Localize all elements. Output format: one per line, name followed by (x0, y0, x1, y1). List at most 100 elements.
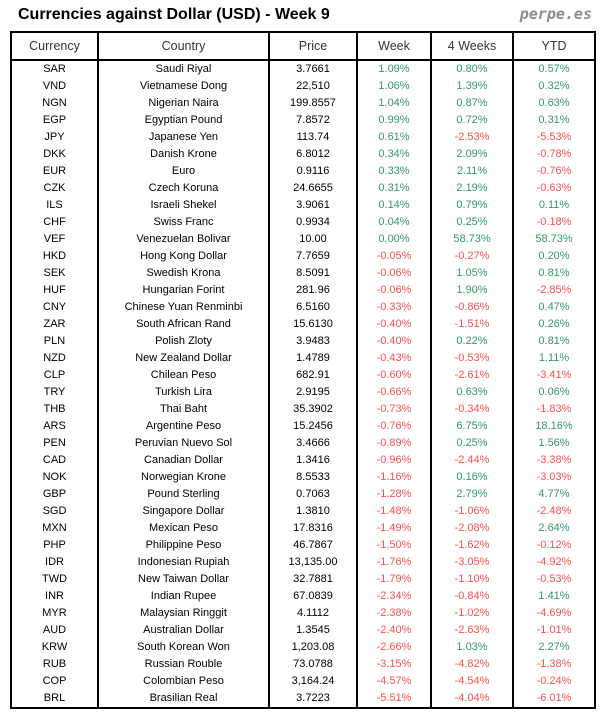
table-row: SEK Swedish Krona 8.5091 -0.06% 1.05% 0.… (10, 265, 596, 282)
cell-week: -0.66% (356, 384, 432, 401)
cell-four-weeks: 1.90% (430, 282, 514, 299)
cell-ytd: -0.76% (512, 163, 596, 180)
cell-week: 0.61% (356, 129, 432, 146)
column-header-price: Price (268, 32, 358, 61)
cell-country: Indian Rupee (97, 588, 270, 605)
cell-country: Brasilian Real (97, 690, 270, 708)
cell-ytd: 0.06% (512, 384, 596, 401)
table-row: IDR Indonesian Rupiah 13,135.00 -1.76% -… (10, 554, 596, 571)
cell-country: Malaysian Ringgit (97, 605, 270, 622)
table-row: PHP Philippine Peso 46.7867 -1.50% -1.62… (10, 537, 596, 554)
cell-ytd: 58.73% (512, 231, 596, 248)
cell-four-weeks: -4.04% (430, 690, 514, 708)
cell-week: -1.16% (356, 469, 432, 486)
table-row: AUD Australian Dollar 1.3545 -2.40% -2.6… (10, 622, 596, 639)
cell-four-weeks: 0.22% (430, 333, 514, 350)
cell-code: THB (10, 401, 99, 418)
cell-four-weeks: -4.82% (430, 656, 514, 673)
cell-code: COP (10, 673, 99, 690)
table-row: SAR Saudi Riyal 3.7661 1.09% 0.80% 0.57% (10, 60, 596, 78)
cell-code: GBP (10, 486, 99, 503)
table-row: CNY Chinese Yuan Renminbi 6.5160 -0.33% … (10, 299, 596, 316)
cell-price: 0.7063 (268, 486, 358, 503)
cell-week: -3.15% (356, 656, 432, 673)
cell-week: -4.57% (356, 673, 432, 690)
table-row: TRY Turkish Lira 2.9195 -0.66% 0.63% 0.0… (10, 384, 596, 401)
cell-week: -0.96% (356, 452, 432, 469)
cell-week: 0.00% (356, 231, 432, 248)
table-row: PLN Polish Zloty 3.9483 -0.40% 0.22% 0.8… (10, 333, 596, 350)
cell-week: -1.49% (356, 520, 432, 537)
table-row: CAD Canadian Dollar 1.3416 -0.96% -2.44%… (10, 452, 596, 469)
cell-price: 7.8572 (268, 112, 358, 129)
cell-week: 1.04% (356, 95, 432, 112)
cell-country: Hungarian Forint (97, 282, 270, 299)
cell-four-weeks: -2.63% (430, 622, 514, 639)
cell-code: TRY (10, 384, 99, 401)
cell-four-weeks: 2.79% (430, 486, 514, 503)
cell-code: NOK (10, 469, 99, 486)
page-title: Currencies against Dollar (USD) - Week 9 (18, 6, 330, 23)
table-row: THB Thai Baht 35.3902 -0.73% -0.34% -1.8… (10, 401, 596, 418)
cell-four-weeks: 1.39% (430, 78, 514, 95)
table-row: CZK Czech Koruna 24.6655 0.31% 2.19% -0.… (10, 180, 596, 197)
cell-price: 15.6130 (268, 316, 358, 333)
cell-country: Argentine Peso (97, 418, 270, 435)
cell-four-weeks: 0.79% (430, 197, 514, 214)
cell-code: PEN (10, 435, 99, 452)
cell-week: 0.04% (356, 214, 432, 231)
cell-code: TWD (10, 571, 99, 588)
table-row: JPY Japanese Yen 113.74 0.61% -2.53% -5.… (10, 129, 596, 146)
column-header-ytd: YTD (512, 32, 596, 61)
cell-ytd: -1.83% (512, 401, 596, 418)
cell-code: ILS (10, 197, 99, 214)
cell-ytd: 2.64% (512, 520, 596, 537)
cell-price: 1.3810 (268, 503, 358, 520)
cell-ytd: -2.48% (512, 503, 596, 520)
cell-ytd: 0.63% (512, 95, 596, 112)
cell-week: -0.40% (356, 333, 432, 350)
table-row: HKD Hong Kong Dollar 7.7659 -0.05% -0.27… (10, 248, 596, 265)
cell-country: Venezuelan Bolivar (97, 231, 270, 248)
cell-ytd: 0.31% (512, 112, 596, 129)
cell-four-weeks: -1.06% (430, 503, 514, 520)
cell-four-weeks: -0.53% (430, 350, 514, 367)
cell-week: 1.06% (356, 78, 432, 95)
cell-code: HUF (10, 282, 99, 299)
cell-country: Saudi Riyal (97, 60, 270, 78)
table-row: HUF Hungarian Forint 281.96 -0.06% 1.90%… (10, 282, 596, 299)
table-row: NGN Nigerian Naira 199.8557 1.04% 0.87% … (10, 95, 596, 112)
cell-four-weeks: -2.53% (430, 129, 514, 146)
cell-code: HKD (10, 248, 99, 265)
cell-country: Czech Koruna (97, 180, 270, 197)
cell-four-weeks: 1.03% (430, 639, 514, 656)
cell-code: AUD (10, 622, 99, 639)
cell-four-weeks: 0.80% (430, 60, 514, 78)
cell-country: Chinese Yuan Renminbi (97, 299, 270, 316)
cell-code: PHP (10, 537, 99, 554)
cell-price: 8.5091 (268, 265, 358, 282)
cell-code: VEF (10, 231, 99, 248)
cell-price: 22,510 (268, 78, 358, 95)
table-row: NOK Norwegian Krone 8.5533 -1.16% 0.16% … (10, 469, 596, 486)
cell-country: Peruvian Nuevo Sol (97, 435, 270, 452)
table-row: DKK Danish Krone 6.8012 0.34% 2.09% -0.7… (10, 146, 596, 163)
table-row: MYR Malaysian Ringgit 4.1112 -2.38% -1.0… (10, 605, 596, 622)
cell-code: MYR (10, 605, 99, 622)
cell-code: PLN (10, 333, 99, 350)
table-row: EGP Egyptian Pound 7.8572 0.99% 0.72% 0.… (10, 112, 596, 129)
cell-code: NZD (10, 350, 99, 367)
cell-four-weeks: 0.87% (430, 95, 514, 112)
cell-price: 1,203.08 (268, 639, 358, 656)
cell-price: 199.8557 (268, 95, 358, 112)
cell-ytd: 0.57% (512, 60, 596, 78)
cell-ytd: 2.27% (512, 639, 596, 656)
cell-price: 682.91 (268, 367, 358, 384)
cell-price: 2.9195 (268, 384, 358, 401)
cell-price: 1.3416 (268, 452, 358, 469)
cell-price: 8.5533 (268, 469, 358, 486)
table-row: TWD New Taiwan Dollar 32.7881 -1.79% -1.… (10, 571, 596, 588)
cell-ytd: -4.69% (512, 605, 596, 622)
cell-country: Norwegian Krone (97, 469, 270, 486)
currency-table: Currency Country Price Week 4 Weeks YTD … (10, 31, 596, 709)
